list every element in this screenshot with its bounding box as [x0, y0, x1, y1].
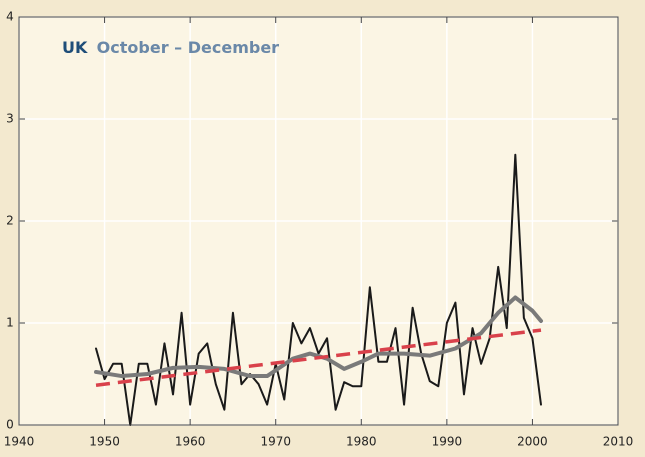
plot-frame [18, 16, 619, 426]
x-tick-label: 1940 [4, 435, 35, 449]
y-tick-label: 1 [6, 316, 14, 330]
region: UK [62, 38, 88, 57]
x-tick-label: 2000 [517, 435, 548, 449]
x-tick-label: 1990 [432, 435, 463, 449]
series-line [94, 295, 543, 379]
series-line [95, 328, 542, 387]
y-tick-label: 3 [6, 112, 14, 126]
x-tick-label: 2010 [603, 435, 634, 449]
y-tick-label: 2 [6, 214, 14, 228]
x-tick-label: 1970 [260, 435, 291, 449]
x-tick-label: 1980 [346, 435, 377, 449]
y-tick-label: 0 [6, 418, 14, 432]
marks [94, 153, 543, 426]
x-tick-label: 1950 [89, 435, 120, 449]
chart-title: UK October – December [62, 38, 279, 57]
x-tick-label: 1960 [175, 435, 206, 449]
y-tick-label: 4 [6, 10, 14, 24]
title: October – December [97, 38, 280, 57]
